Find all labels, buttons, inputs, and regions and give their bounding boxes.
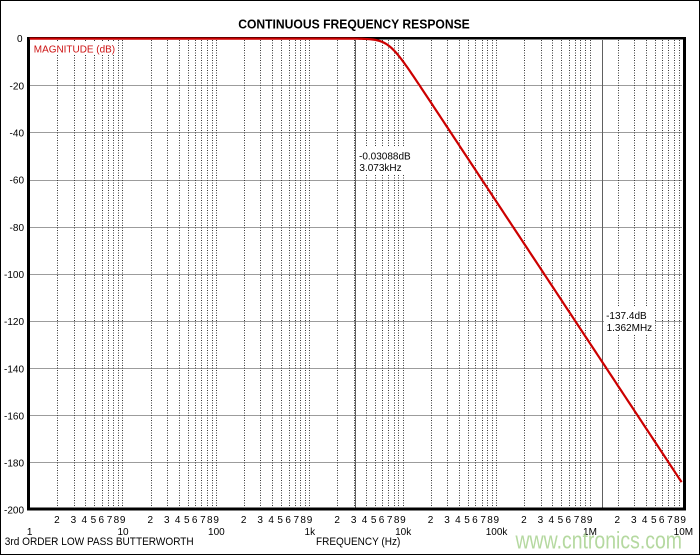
- svg-text:4: 4: [455, 515, 461, 526]
- svg-text:0: 0: [17, 34, 23, 45]
- svg-text:2: 2: [148, 515, 154, 526]
- svg-text:2: 2: [521, 515, 527, 526]
- svg-text:10k: 10k: [395, 527, 412, 538]
- svg-text:4: 4: [642, 515, 648, 526]
- svg-text:5: 5: [91, 515, 97, 526]
- svg-text:3rd ORDER LOW PASS BUTTERWORTH: 3rd ORDER LOW PASS BUTTERWORTH: [5, 536, 194, 548]
- svg-text:9: 9: [680, 515, 686, 526]
- svg-text:6: 6: [99, 515, 105, 526]
- svg-text:5: 5: [464, 515, 470, 526]
- svg-text:3: 3: [164, 515, 170, 526]
- svg-text:5: 5: [184, 515, 190, 526]
- svg-text:8: 8: [394, 515, 400, 526]
- svg-text:3: 3: [444, 515, 450, 526]
- svg-text:5: 5: [371, 515, 377, 526]
- svg-text:7: 7: [107, 515, 113, 526]
- svg-text:7: 7: [667, 515, 673, 526]
- svg-text:CONTINUOUS FREQUENCY RESPONSE: CONTINUOUS FREQUENCY RESPONSE: [238, 17, 470, 31]
- svg-text:4: 4: [82, 515, 88, 526]
- svg-text:10M: 10M: [674, 527, 693, 538]
- svg-text:2: 2: [615, 515, 621, 526]
- svg-text:6: 6: [472, 515, 478, 526]
- svg-text:-0.03088dB: -0.03088dB: [359, 151, 411, 162]
- svg-text:-80: -80: [10, 223, 25, 234]
- svg-text:-140: -140: [4, 364, 24, 375]
- svg-text:www.cntronics.com: www.cntronics.com: [515, 528, 682, 555]
- svg-text:9: 9: [213, 515, 219, 526]
- svg-text:6: 6: [192, 515, 198, 526]
- svg-text:-180: -180: [4, 459, 24, 470]
- svg-text:2: 2: [428, 515, 434, 526]
- svg-text:3: 3: [631, 515, 637, 526]
- svg-text:9: 9: [400, 515, 406, 526]
- svg-text:-200: -200: [4, 506, 24, 517]
- svg-text:-137.4dB: -137.4dB: [606, 311, 647, 322]
- svg-text:3: 3: [538, 515, 544, 526]
- svg-text:5: 5: [651, 515, 657, 526]
- svg-text:-20: -20: [10, 81, 25, 92]
- svg-text:6: 6: [285, 515, 291, 526]
- svg-text:4: 4: [549, 515, 555, 526]
- svg-text:9: 9: [587, 515, 593, 526]
- svg-text:6: 6: [379, 515, 385, 526]
- svg-text:5: 5: [277, 515, 283, 526]
- svg-text:6: 6: [566, 515, 572, 526]
- svg-text:1k: 1k: [305, 527, 317, 538]
- svg-text:100k: 100k: [486, 527, 509, 538]
- svg-text:-40: -40: [10, 129, 25, 140]
- svg-text:1M: 1M: [583, 527, 597, 538]
- svg-text:6: 6: [659, 515, 665, 526]
- svg-text:100: 100: [208, 527, 225, 538]
- svg-text:7: 7: [574, 515, 580, 526]
- svg-text:4: 4: [362, 515, 368, 526]
- svg-text:3: 3: [257, 515, 263, 526]
- svg-text:3: 3: [351, 515, 357, 526]
- svg-text:8: 8: [581, 515, 587, 526]
- svg-text:FREQUENCY (Hz): FREQUENCY (Hz): [316, 536, 400, 548]
- svg-text:-100: -100: [4, 270, 24, 281]
- svg-text:8: 8: [207, 515, 213, 526]
- svg-text:3.073kHz: 3.073kHz: [359, 163, 401, 174]
- svg-text:2: 2: [54, 515, 60, 526]
- svg-text:2: 2: [334, 515, 340, 526]
- svg-text:8: 8: [300, 515, 306, 526]
- svg-text:7: 7: [387, 515, 393, 526]
- svg-text:5: 5: [558, 515, 564, 526]
- svg-text:8: 8: [674, 515, 680, 526]
- svg-text:8: 8: [114, 515, 120, 526]
- svg-text:-120: -120: [4, 317, 24, 328]
- svg-text:7: 7: [200, 515, 206, 526]
- svg-text:10: 10: [117, 527, 129, 538]
- svg-text:2: 2: [241, 515, 247, 526]
- svg-text:1.362MHz: 1.362MHz: [607, 323, 653, 334]
- svg-text:7: 7: [480, 515, 486, 526]
- svg-text:-60: -60: [10, 176, 25, 187]
- svg-text:4: 4: [268, 515, 274, 526]
- svg-text:1: 1: [27, 527, 33, 538]
- svg-text:9: 9: [494, 515, 500, 526]
- svg-text:7: 7: [294, 515, 300, 526]
- svg-text:9: 9: [120, 515, 126, 526]
- svg-text:4: 4: [175, 515, 181, 526]
- svg-text:-160: -160: [4, 411, 24, 422]
- svg-text:3: 3: [71, 515, 77, 526]
- svg-text:9: 9: [307, 515, 313, 526]
- svg-text:MAGNITUDE (dB): MAGNITUDE (dB): [34, 44, 115, 55]
- svg-text:8: 8: [487, 515, 493, 526]
